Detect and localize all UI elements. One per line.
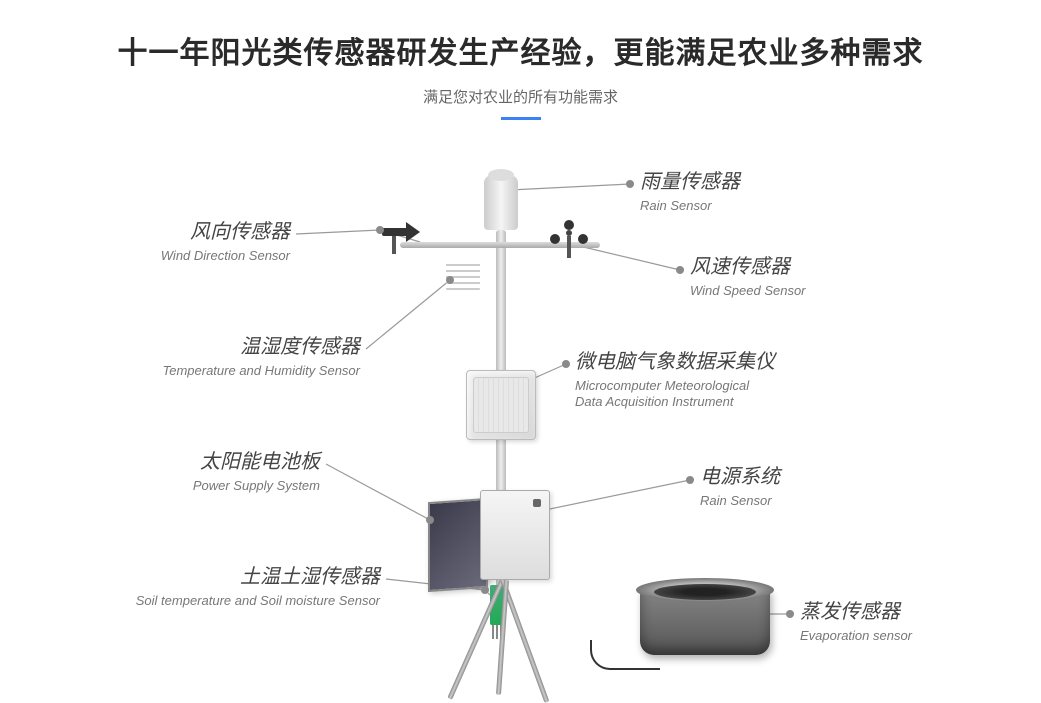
label-en: Rain Sensor [700,493,780,509]
label-en: Temperature and Humidity Sensor [162,363,360,379]
label-cn: 微电脑气象数据采集仪 [575,350,775,374]
label-cn: 土温土湿传感器 [136,565,380,589]
label-rain: 雨量传感器 Rain Sensor [640,170,740,214]
callout-dot [376,226,384,234]
rain-gauge-icon [484,175,518,230]
solar-panel-icon [428,498,488,592]
callout-dot [446,276,454,284]
label-temp_hum: 温湿度传感器 Temperature and Humidity Sensor [162,335,360,379]
label-soil: 土温土湿传感器 Soil temperature and Soil moistur… [136,565,380,609]
product-diagram: 风向传感器 Wind Direction Sensor 温湿度传感器 Temperat… [0,150,1041,700]
label-en: Wind Direction Sensor [161,248,290,264]
label-cn: 雨量传感器 [640,170,740,194]
label-en: Microcomputer MeteorologicalData Acquisi… [575,378,775,409]
datalogger-box-icon [466,370,536,440]
accent-bar [501,117,541,120]
label-solar: 太阳能电池板 Power Supply System [193,450,320,494]
label-en: Wind Speed Sensor [690,283,806,299]
callout-dot [786,610,794,618]
wind-vane-icon [382,218,422,246]
label-wind_spd: 风速传感器 Wind Speed Sensor [690,255,806,299]
label-power: 电源系统 Rain Sensor [700,465,780,509]
callout-dot [626,180,634,188]
power-box-icon [480,490,550,580]
label-cn: 风速传感器 [690,255,806,279]
label-en: Power Supply System [193,478,320,494]
label-en: Soil temperature and Soil moisture Senso… [136,593,380,609]
label-cn: 电源系统 [700,465,780,489]
callout-dot [426,516,434,524]
tripod-icon [450,580,610,700]
label-wind_dir: 风向传感器 Wind Direction Sensor [161,220,290,264]
page-subtitle: 满足您对农业的所有功能需求 [0,86,1041,107]
weather-station-device [420,170,620,690]
page-title: 十一年阳光类传感器研发生产经验，更能满足农业多种需求 [0,28,1041,72]
anemometer-icon [550,220,590,260]
label-en: Evaporation sensor [800,628,912,644]
label-en: Rain Sensor [640,198,740,214]
label-cn: 温湿度传感器 [162,335,360,359]
callout-dot [562,360,570,368]
label-cn: 蒸发传感器 [800,600,912,624]
callout-dot [676,266,684,274]
label-cn: 太阳能电池板 [193,450,320,474]
callout-dot [481,586,489,594]
label-cn: 风向传感器 [161,220,290,244]
label-mcu: 微电脑气象数据采集仪 Microcomputer MeteorologicalDa… [575,350,775,409]
callout-dot [686,476,694,484]
label-evap: 蒸发传感器 Evaporation sensor [800,600,912,644]
evaporation-pan-icon [640,570,770,670]
